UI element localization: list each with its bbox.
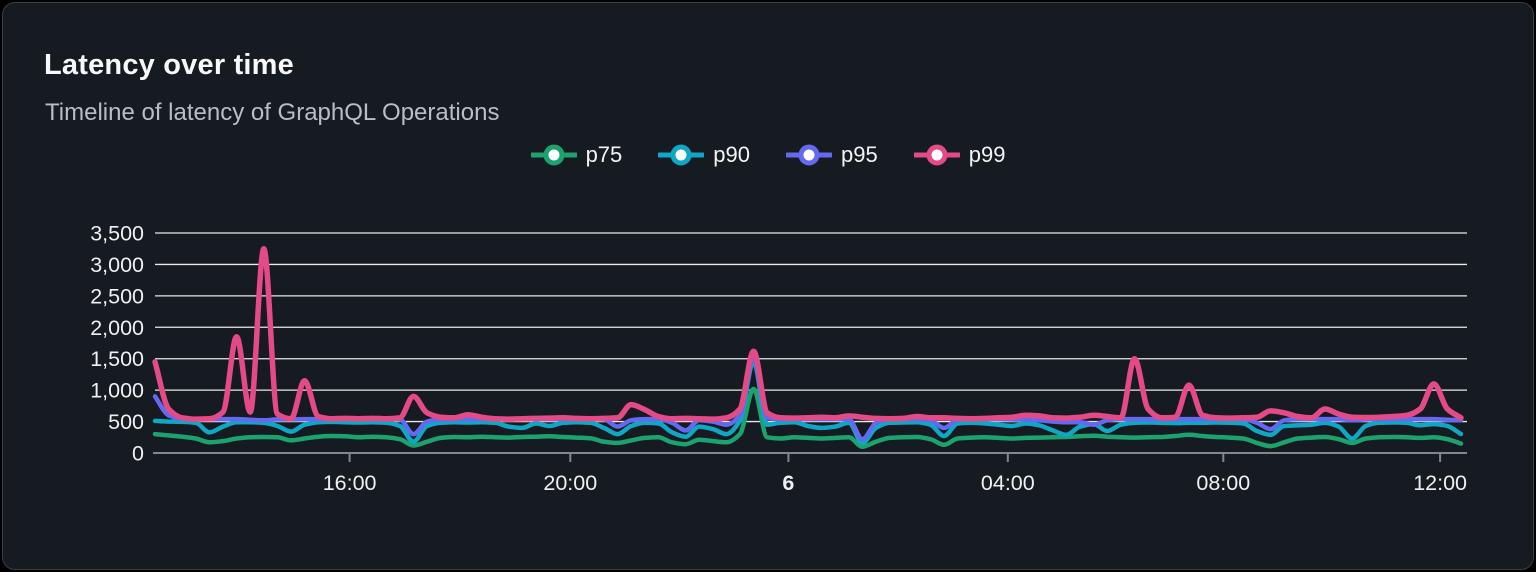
y-axis-label: 3,000 <box>90 253 144 277</box>
x-axis-label: 04:00 <box>981 471 1035 495</box>
y-axis-label: 500 <box>108 410 144 434</box>
x-axis-label: 20:00 <box>543 471 597 495</box>
x-axis-label: 16:00 <box>323 471 377 495</box>
x-axis-label: 08:00 <box>1196 471 1250 495</box>
y-axis-label: 2,000 <box>90 316 144 340</box>
y-axis-label: 0 <box>132 442 144 466</box>
chart-subtitle: Timeline of latency of GraphQL Operation… <box>45 99 500 126</box>
y-axis-label: 1,000 <box>90 379 144 403</box>
legend-item-p99[interactable]: p99 <box>913 141 1006 169</box>
series-line-p99 <box>152 245 1464 422</box>
x-axis-label: 12:00 <box>1413 471 1467 495</box>
legend-item-p75[interactable]: p75 <box>530 141 623 169</box>
legend-item-p90[interactable]: p90 <box>658 141 750 169</box>
series-line-p75 <box>152 386 1464 449</box>
y-axis-label: 2,500 <box>90 284 144 308</box>
y-axis-label: 3,500 <box>90 222 144 246</box>
legend-marker-icon <box>658 144 705 166</box>
legend-marker-icon <box>530 144 577 166</box>
chart-legend: p75 p90 p95 p99 <box>3 141 1533 169</box>
legend-marker-icon <box>913 144 960 166</box>
legend-label: p90 <box>713 142 750 167</box>
latency-chart[interactable]: 0 500 1,000 1,500 2,000 2,500 3,000 3,500 16:00 2… <box>3 3 1534 570</box>
legend-label: p95 <box>841 142 878 167</box>
legend-marker-icon <box>786 144 832 166</box>
legend-label: p75 <box>585 142 623 167</box>
legend-item-p95[interactable]: p95 <box>786 141 878 169</box>
legend-label: p99 <box>968 142 1006 167</box>
series-line-p90 <box>152 359 1464 446</box>
x-axis-label: 6 <box>782 471 794 495</box>
page-title: Latency over time <box>44 49 294 81</box>
y-axis-label: 1,500 <box>90 347 144 371</box>
